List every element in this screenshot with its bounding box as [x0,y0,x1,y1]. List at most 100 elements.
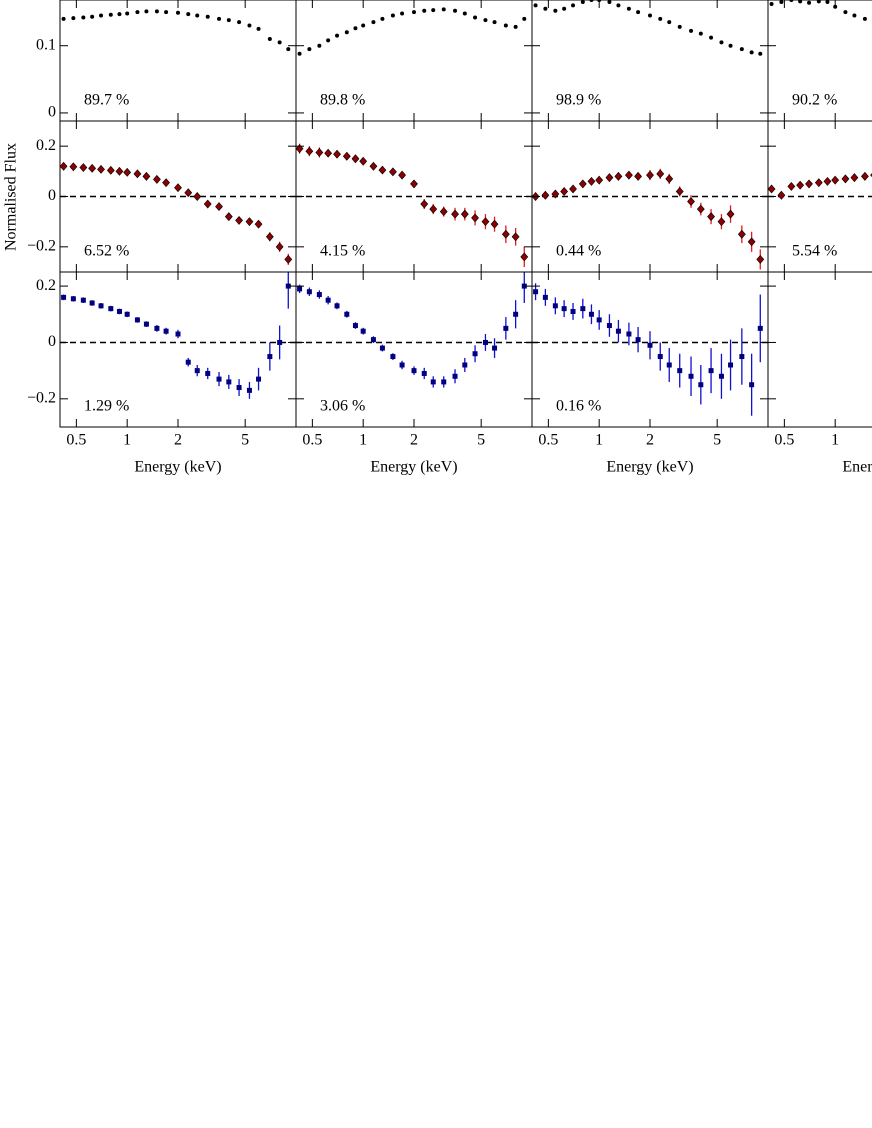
marker [588,311,594,317]
marker [125,11,130,16]
marker [305,146,314,156]
marker [490,219,499,229]
marker [777,190,786,200]
marker [707,212,715,222]
marker [482,339,488,345]
marker [708,368,714,374]
panel [533,0,763,56]
marker [607,0,612,5]
marker [472,351,478,357]
marker [814,178,823,188]
panel [532,283,768,416]
marker [325,297,331,303]
marker [352,323,358,329]
annotation: 3.06 % [320,398,365,415]
x-tick-label: 0.5 [66,432,86,449]
marker [116,308,122,314]
marker [333,149,341,159]
marker [99,13,104,18]
marker [657,354,663,360]
marker [115,166,124,176]
marker [371,20,376,25]
marker [492,20,497,25]
y-tick-label: 0.2 [36,137,56,154]
marker [841,174,850,184]
y-tick-label: 0.1 [36,36,56,53]
marker [429,204,438,214]
marker [142,171,151,181]
marker [431,8,436,13]
marker [658,16,663,21]
marker [154,9,159,14]
marker [749,382,755,388]
marker [816,0,821,4]
x-tick-label: 0.5 [538,432,558,449]
marker [90,14,95,19]
marker [153,174,161,184]
marker [399,362,405,368]
marker [561,306,567,312]
marker [390,354,396,360]
marker [580,0,585,5]
marker [807,0,812,5]
marker [698,31,703,36]
marker [665,174,674,184]
marker [430,379,436,385]
marker [570,308,576,314]
marker [306,289,312,295]
marker [616,3,621,8]
marker [81,15,86,20]
marker [606,323,612,329]
marker [503,23,508,28]
marker [265,232,274,242]
marker [451,209,459,219]
marker [108,306,114,312]
marker [378,165,387,175]
marker [205,370,211,376]
marker [370,337,376,343]
panel [60,161,296,265]
marker [492,345,498,351]
marker [625,170,633,180]
x-axis-label: Energy (keV) [134,459,221,476]
marker [237,20,242,25]
marker [390,13,395,18]
marker [542,294,548,300]
marker [410,179,418,189]
marker [162,178,170,188]
marker [334,303,340,309]
marker [626,331,632,337]
annotation: 0.16 % [556,398,601,415]
marker [501,229,510,239]
marker [677,24,682,29]
marker [226,18,231,23]
x-tick-label: 1 [831,432,839,449]
marker [135,10,140,15]
marker [709,35,714,40]
marker [522,16,527,21]
marker [69,162,78,172]
marker [728,43,733,48]
marker [596,317,602,323]
marker [98,303,104,309]
marker [739,354,745,360]
annotation: 89.8 % [320,92,365,109]
marker [798,0,803,4]
marker [462,362,468,368]
annotation: 90.2 % [792,92,837,109]
marker [324,148,333,158]
marker [441,379,447,385]
y-tick-label: 0.2 [36,277,56,294]
marker [769,2,774,7]
marker [134,317,140,323]
marker [361,23,366,28]
marker [541,190,550,200]
marker [60,161,68,171]
marker [400,11,405,16]
marker [587,176,596,186]
marker [284,254,293,264]
marker [71,16,76,21]
marker [852,13,857,18]
marker [256,26,261,31]
marker [184,188,193,198]
